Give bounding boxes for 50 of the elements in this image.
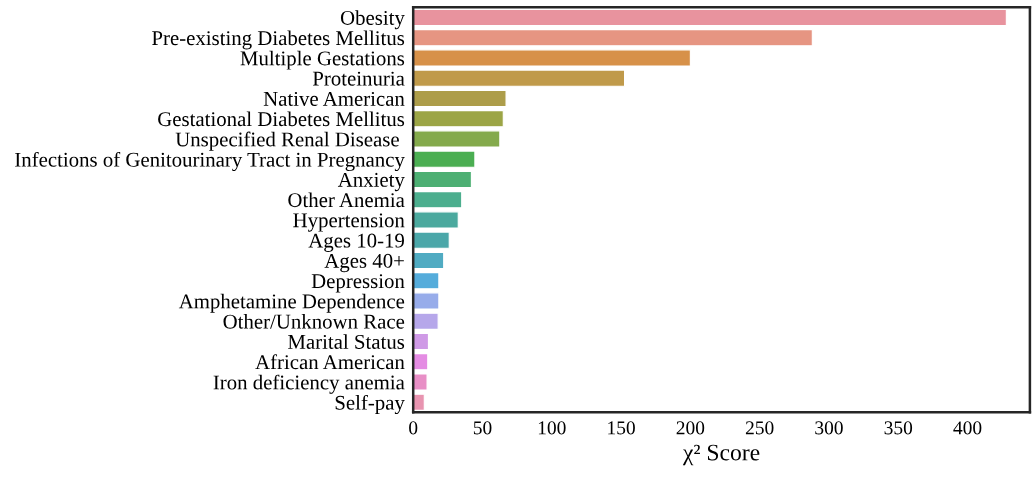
bar [413,170,472,189]
bar [413,150,476,168]
y-tick-label: Self-pay [335,394,405,415]
x-tick-label: 350 [884,421,913,435]
y-tick-label: Pre-existing Diabetes Mellitus [152,30,405,50]
y-tick-label: Other Anemia [288,192,405,208]
x-tick-label: 400 [953,421,982,435]
y-tick-label: Other/Unknown Race [223,314,405,329]
bar [413,8,1007,27]
bar [413,312,439,330]
bar [413,191,463,209]
bar [413,89,507,108]
y-tick-label: Amphetamine Dependence [178,293,405,313]
x-tick-label: 50 [473,421,492,435]
x-axis-title: χ² Score [682,444,760,466]
y-tick-label: Obesity [340,10,405,30]
y-tick-label: Ages 10-19 [308,233,405,252]
bar [413,49,691,67]
y-tick-label: Gestational Diabetes Mellitus [158,111,405,127]
y-tick-label: Unspecified Renal Disease [175,131,399,151]
y-tick-label: Ages 40+ [324,253,404,273]
y-tick-label: Native American [263,91,405,106]
x-tick-label: 0 [409,421,418,435]
bar [413,231,450,249]
bar [413,69,626,87]
bar [413,292,440,310]
x-tick-label: 100 [538,421,566,435]
bar [413,29,813,47]
y-tick-label: Depression [311,274,405,293]
bar [413,393,425,411]
bar [413,110,504,128]
x-tick-label: 150 [608,421,635,435]
bar [413,272,440,290]
bar [413,251,445,270]
bar [413,353,429,371]
bar [413,130,501,148]
x-tick-label: 250 [745,421,774,435]
y-tick-label: African American [255,354,405,370]
y-tick-label: Infections of Genitourinary Tract in Pregnancy [15,151,405,172]
y-tick-label: Iron deficiency anemia [213,374,405,394]
y-tick-label: Hypertension [293,213,405,232]
y-tick-label: Multiple Gestations [240,50,405,70]
bar [413,211,459,229]
bar [413,332,429,351]
x-tick-label: 300 [815,421,843,435]
y-tick-label: Proteinuria [312,71,405,86]
y-tick-label: Marital Status [288,334,405,349]
x-tick-label: 200 [676,421,705,435]
y-tick-label: Anxiety [337,172,405,192]
bar [413,373,428,391]
